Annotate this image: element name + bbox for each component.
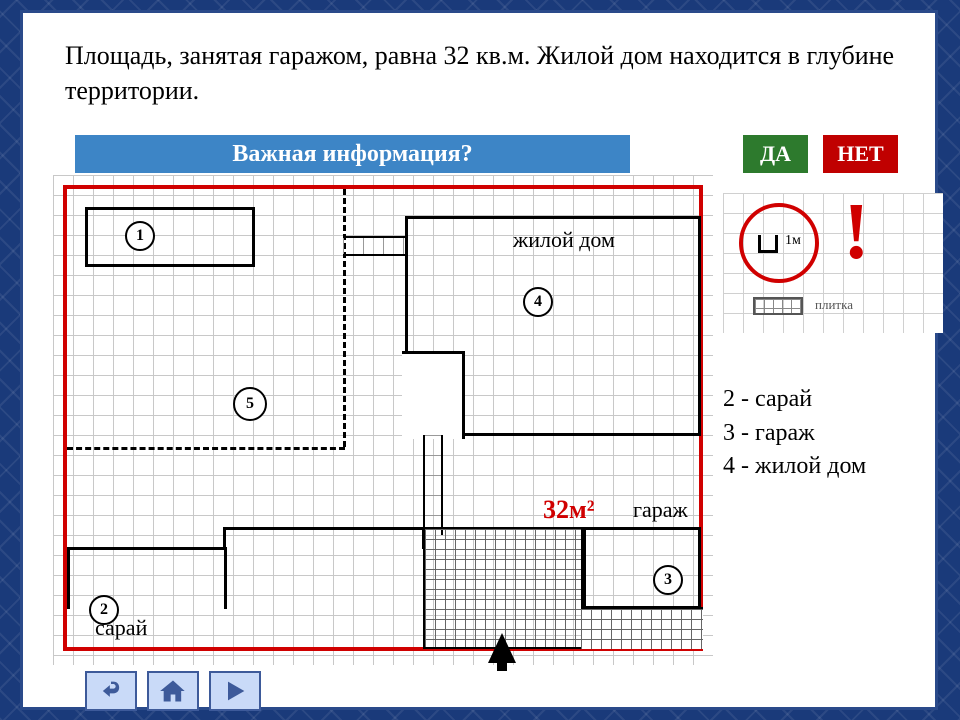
- path-top: [343, 236, 405, 256]
- attention-icon: !: [843, 187, 870, 278]
- building-barn: [67, 547, 227, 609]
- next-button[interactable]: [209, 671, 261, 711]
- back-button[interactable]: [85, 671, 137, 711]
- barn-step-v: [223, 527, 226, 549]
- building-1: [85, 207, 255, 267]
- legend-tile-label: плитка: [815, 297, 853, 313]
- label-area: 32м²: [543, 495, 595, 525]
- key-4: 4 - жилой дом: [723, 450, 866, 484]
- home-button[interactable]: [147, 671, 199, 711]
- legend-scale-mark: [758, 235, 778, 253]
- entry-arrow-stem: [497, 659, 507, 671]
- path-vertical: [423, 435, 443, 535]
- label-garage: гараж: [633, 497, 688, 523]
- legend-highlight-circle: [739, 203, 819, 283]
- no-button[interactable]: НЕТ: [823, 135, 898, 173]
- label-house: жилой дом: [513, 227, 615, 253]
- nav-buttons: [85, 671, 261, 711]
- home-icon: [159, 677, 187, 705]
- play-icon: [221, 677, 249, 705]
- key-legend: 2 - сарай 3 - гараж 4 - жилой дом: [723, 383, 866, 484]
- legend-tile-swatch: [753, 297, 803, 315]
- question-bar: Важная информация?: [75, 135, 630, 173]
- tiled-area: [423, 527, 583, 649]
- building-garage: [583, 527, 701, 609]
- tiled-area-ext: [581, 607, 703, 649]
- barn-step: [223, 527, 425, 549]
- legend-box: 1м ! плитка: [723, 193, 943, 333]
- fence-dashed-vertical: [343, 189, 346, 447]
- fence-dashed-horizontal: [67, 447, 345, 450]
- yes-button[interactable]: ДА: [743, 135, 808, 173]
- house-notch: [402, 351, 465, 439]
- marker-1: 1: [125, 221, 155, 251]
- marker-5: 5: [233, 387, 267, 421]
- u-turn-icon: [97, 677, 125, 705]
- plot-plan: 1 4 жилой дом 5 3 гараж 32м² 2 сарай: [53, 175, 713, 665]
- key-3: 3 - гараж: [723, 417, 866, 451]
- marker-3: 3: [653, 565, 683, 595]
- key-2: 2 - сарай: [723, 383, 866, 417]
- legend-scale-label: 1м: [785, 233, 801, 249]
- label-barn: сарай: [95, 615, 147, 641]
- problem-text: Площадь, занятая гаражом, равна 32 кв.м.…: [65, 38, 945, 108]
- content-frame: Площадь, занятая гаражом, равна 32 кв.м.…: [20, 10, 938, 710]
- marker-4: 4: [523, 287, 553, 317]
